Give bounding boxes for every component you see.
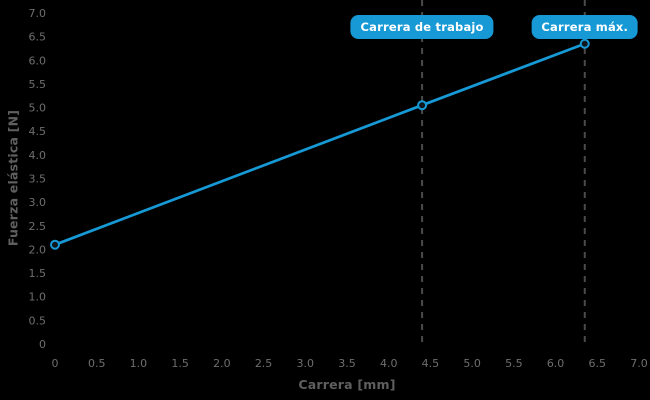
y-tick-label: 3.0 [29,196,47,209]
x-tick-label: 2.0 [213,357,231,370]
x-tick-label: 0.5 [88,357,106,370]
x-tick-label: 0 [52,357,59,370]
x-tick-label: 5.0 [463,357,481,370]
y-tick-label: 4.0 [29,149,47,162]
y-tick-label: 3.5 [29,173,47,186]
y-tick-label: 0 [39,338,46,351]
data-point [50,239,60,250]
y-tick-label: 1.0 [29,291,47,304]
y-tick-label: 0.5 [29,314,47,327]
x-axis-title: Carrera [mm] [298,377,396,392]
x-tick-label: 3.0 [297,357,315,370]
x-tick-label: 7.0 [630,357,648,370]
x-tick-label: 6.5 [589,357,607,370]
y-tick-label: 6.0 [29,54,47,67]
annotation-badge-working-stroke: Carrera de trabajo [350,15,494,39]
y-tick-label: 2.0 [29,243,47,256]
x-tick-label: 3.5 [338,357,356,370]
y-axis-title: Fuerza elástica [N] [5,109,21,247]
y-tick-label: 6.5 [29,31,47,44]
series-line [53,42,587,247]
y-tick-label: 4.5 [29,125,47,138]
x-tick-label: 4.0 [380,357,398,370]
x-tick-label: 4.5 [422,357,440,370]
y-tick-label: 1.5 [29,267,47,280]
x-tick-label: 2.5 [255,357,273,370]
x-tick-label: 6.0 [547,357,565,370]
data-point [579,38,590,49]
y-tick-label: 2.5 [29,220,47,233]
x-tick-label: 5.5 [505,357,523,370]
y-tick-label: 5.0 [29,102,47,115]
x-tick-label: 1.5 [171,357,189,370]
y-tick-label: 5.5 [29,78,47,91]
data-point [417,100,428,111]
y-tick-label: 7.0 [29,7,47,20]
x-tick-label: 1.0 [130,357,148,370]
annotation-badge-max-stroke: Carrera máx. [531,15,639,39]
